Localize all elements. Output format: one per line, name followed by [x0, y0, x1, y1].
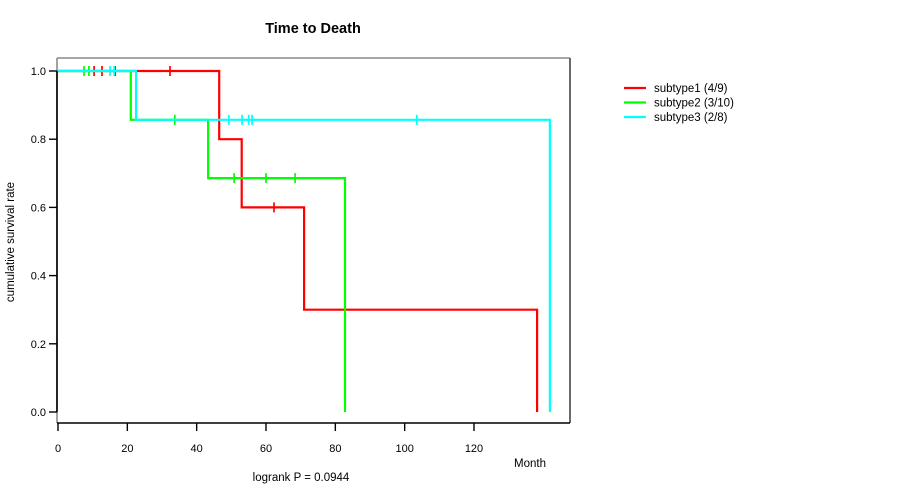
km-curve-subtype1 [58, 69, 539, 412]
x-axis-label: Month [514, 458, 546, 470]
y-tick-label: 0.0 [31, 407, 46, 419]
logrank-p-annotation: logrank P = 0.0944 [253, 472, 350, 484]
x-tick-label: 20 [121, 443, 133, 455]
x-tick-label: 80 [329, 443, 341, 455]
x-tick-label: 120 [465, 443, 483, 455]
x-tick-label: 0 [55, 443, 61, 455]
legend-label-subtype2: subtype2 (3/10) [654, 98, 734, 110]
y-tick-label: 0.2 [31, 339, 46, 351]
km-curve-subtype2 [58, 69, 347, 412]
y-tick-label: 1.0 [31, 66, 46, 78]
x-tick-label: 40 [191, 443, 203, 455]
y-tick-label: 0.4 [31, 271, 46, 283]
y-axis-label: cumulative survival rate [5, 182, 17, 302]
chart-title: Time to Death [265, 21, 361, 37]
x-tick-label: 100 [395, 443, 413, 455]
legend-label-subtype3: subtype3 (2/8) [654, 112, 728, 124]
y-tick-label: 0.6 [31, 202, 46, 214]
x-tick-label: 60 [260, 443, 272, 455]
y-tick-label: 0.8 [31, 134, 46, 146]
legend-label-subtype1: subtype1 (4/9) [654, 83, 728, 95]
